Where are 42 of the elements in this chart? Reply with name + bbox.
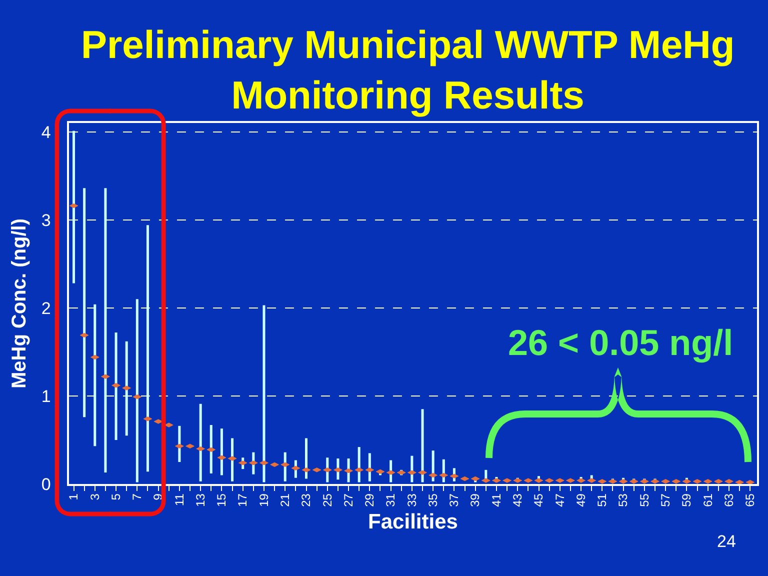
x-tick-label: 57 (658, 493, 672, 507)
x-axis-title: Facilities (368, 510, 458, 534)
x-tick-label: 33 (404, 493, 419, 507)
x-tick-label: 63 (722, 493, 736, 507)
annotation: 26 < 0.05 ng/l (508, 322, 734, 363)
x-tick-label: 47 (552, 493, 567, 507)
x-tick-label: 3 (88, 493, 102, 500)
x-tick-label: 51 (595, 493, 610, 507)
x-tick-label: 27 (341, 493, 356, 507)
x-tick-label: 11 (172, 493, 186, 506)
x-tick-label: 61 (700, 493, 715, 507)
x-tick-label: 29 (362, 493, 377, 507)
y-tick-label: 4 (41, 122, 51, 142)
x-tick-label: 53 (616, 493, 630, 507)
x-tick-label: 19 (256, 493, 271, 507)
text: 24 (717, 532, 736, 551)
x-tick-label: 49 (574, 493, 588, 507)
x-tick-label: 45 (532, 493, 546, 507)
x-tick-label: 25 (320, 493, 334, 507)
x-tick-label: 13 (193, 493, 208, 507)
x-tick-label: 1 (66, 493, 81, 500)
x-tick-label: 23 (299, 493, 314, 507)
chart-title: Preliminary Municipal WWTP MeHg Monitoring Results (80, 24, 735, 118)
x-tick-label: 15 (214, 493, 229, 507)
x-tick-label: 41 (489, 493, 504, 507)
x-tick-label: 17 (236, 493, 250, 507)
x-tick-label: 5 (108, 493, 123, 500)
x-tick-label: 65 (743, 493, 758, 507)
y-tick-label: 3 (41, 210, 51, 230)
y-tick-label: 2 (41, 298, 51, 318)
x-tick-label: 35 (426, 493, 440, 507)
y-tick-label: 0 (41, 474, 51, 494)
y-tick-label: 1 (41, 386, 51, 406)
y-axis-title: MeHg Conc. (ng/l) (8, 218, 30, 388)
x-tick-label: 43 (510, 493, 525, 507)
x-tick-label: 59 (680, 493, 694, 507)
x-tick-label: 31 (384, 493, 398, 507)
x-tick-label: 37 (447, 493, 462, 507)
x-tick-label: 7 (130, 493, 144, 500)
x-tick-label: 55 (637, 493, 652, 507)
x-tick-label: 39 (468, 493, 482, 507)
x-tick-label: 21 (278, 493, 292, 507)
